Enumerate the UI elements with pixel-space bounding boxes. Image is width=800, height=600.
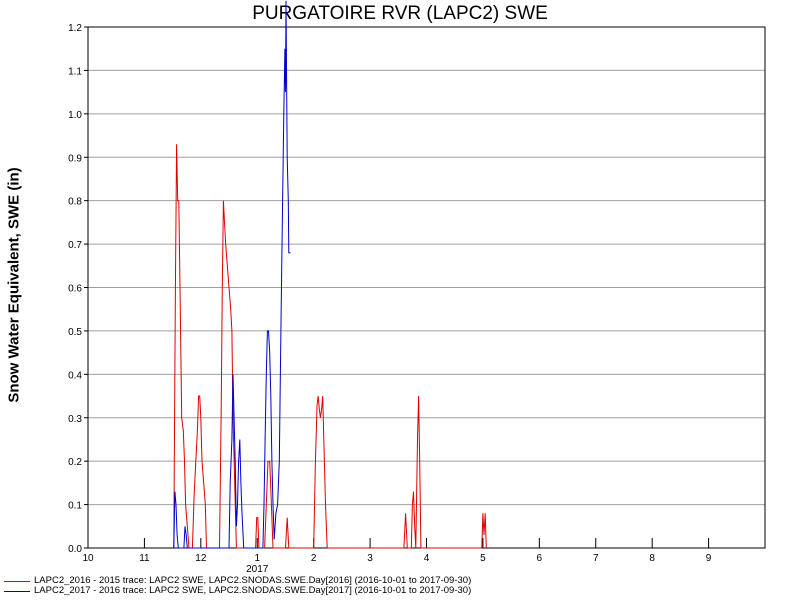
x-tick-label: 11	[139, 553, 150, 564]
x-tick-label: 12	[195, 553, 207, 564]
legend-item-2016: LAPC2_2016 - 2015 trace: LAPC2 SWE, LAPC…	[4, 576, 794, 586]
y-tick-label: 0.9	[68, 153, 82, 164]
y-tick-label: 0.5	[68, 327, 82, 338]
x-tick-label: 7	[593, 553, 599, 564]
y-tick-label: 1.1	[68, 66, 82, 77]
legend-label-2017: LAPC2_2017 - 2016 trace: LAPC2 SWE, LAPC…	[34, 585, 472, 596]
legend-label-2016: LAPC2_2016 - 2015 trace: LAPC2 SWE, LAPC…	[34, 575, 472, 586]
series-line-2016	[173, 144, 487, 549]
y-tick-label: 1.2	[68, 23, 82, 34]
y-tick-label: 0.8	[68, 197, 82, 208]
y-tick-label: 0.7	[68, 240, 82, 251]
chart-title: PURGATOIRE RVR (LAPC2) SWE	[252, 3, 548, 24]
y-tick-label: 1.0	[68, 110, 82, 121]
x-tick-label: 2	[311, 553, 317, 564]
legend: LAPC2_2016 - 2015 trace: LAPC2 SWE, LAPC…	[4, 576, 794, 596]
x-tick-label: 3	[367, 553, 373, 564]
legend-item-2017: LAPC2_2017 - 2016 trace: LAPC2 SWE, LAPC…	[4, 586, 794, 596]
series-line-2017	[173, 0, 291, 549]
x-tick-label: 10	[82, 553, 94, 564]
x-tick-label: 9	[706, 553, 712, 564]
x-tick-label: 6	[537, 553, 543, 564]
x-year-label: 2017	[246, 564, 269, 575]
y-tick-label: 0.0	[68, 544, 82, 555]
legend-swatch-2017	[4, 590, 30, 592]
legend-swatch-2016	[4, 580, 30, 582]
y-tick-label: 0.1	[68, 501, 82, 512]
x-tick-label: 5	[480, 553, 486, 564]
y-tick-label: 0.6	[68, 284, 82, 295]
x-tick-label: 4	[424, 553, 430, 564]
x-tick-label: 8	[649, 553, 655, 564]
x-tick-label: 1	[254, 553, 260, 564]
y-tick-label: 0.2	[68, 457, 82, 468]
y-tick-label: 0.4	[68, 370, 82, 381]
y-tick-label: 0.3	[68, 414, 82, 425]
